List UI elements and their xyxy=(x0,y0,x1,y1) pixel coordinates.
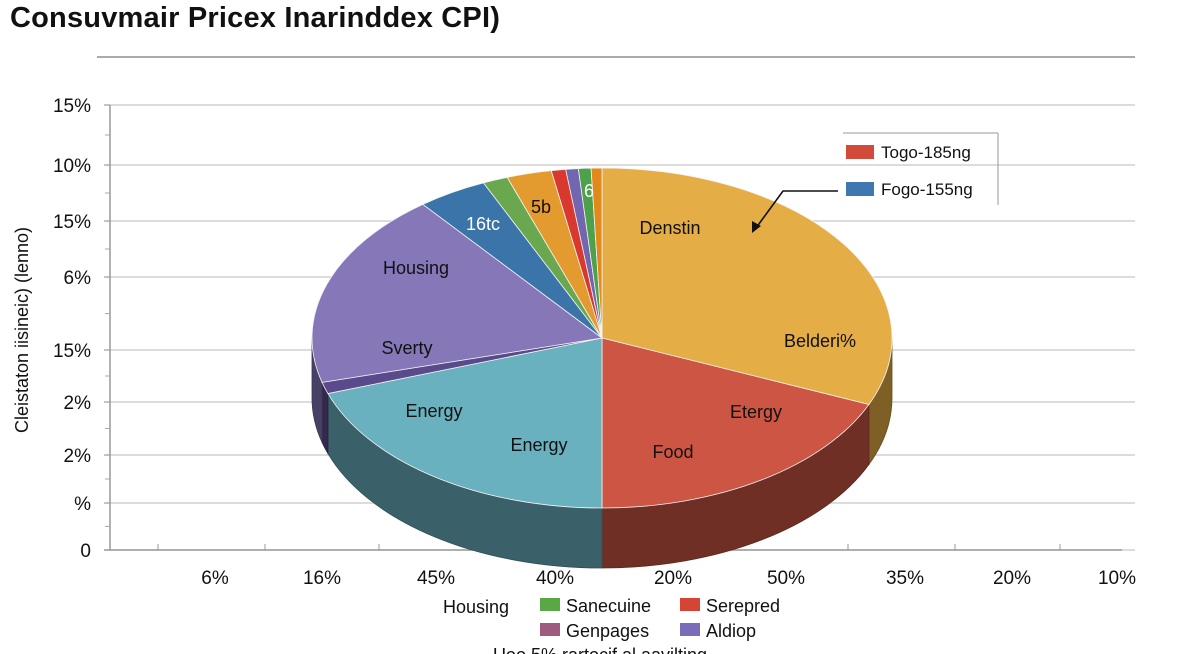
x-tick-label: 20% xyxy=(993,568,1031,589)
pie-slice-side xyxy=(321,382,329,456)
footnote: Uoo 5% rartocif al aavilting xyxy=(493,645,707,654)
slice-label: Sverty xyxy=(381,338,432,358)
pie-slice xyxy=(601,167,893,405)
pie-slice xyxy=(601,337,870,509)
slice-label: 6 xyxy=(584,181,594,201)
x-tick-label: 16% xyxy=(303,568,341,589)
y-tick-label: 2% xyxy=(64,446,92,467)
slice-label: Energy xyxy=(510,435,567,455)
legend-swatch xyxy=(680,598,700,611)
legend-swatch xyxy=(846,145,874,159)
legend-label: Fogo-155ng xyxy=(881,180,973,199)
arrow-head-icon xyxy=(752,221,761,233)
y-tick-label: 0 xyxy=(80,541,91,562)
slice-label: Housing xyxy=(383,258,449,278)
legend-swatch xyxy=(846,182,874,196)
slice-label: Belderi% xyxy=(784,331,856,351)
y-tick-label: 2% xyxy=(64,393,92,414)
x-tick-label: 40% xyxy=(536,568,574,589)
legend-swatch xyxy=(540,598,560,611)
legend-swatch xyxy=(540,623,560,636)
x-tick-label: 6% xyxy=(201,568,229,589)
y-tick-label: 6% xyxy=(64,268,92,289)
slice-label: 5b xyxy=(531,197,551,217)
annotation-arrow xyxy=(755,190,838,229)
slice-label: Denstin xyxy=(639,218,700,238)
legend-label: Aldiop xyxy=(706,621,756,641)
slice-label: Food xyxy=(652,442,693,462)
y-tick-label: 15% xyxy=(53,96,91,117)
chart-title: Consuvmair Pricex Inarinddex CPI) xyxy=(10,2,501,34)
legend-label: Serepred xyxy=(706,596,780,616)
slice-label: Etergy xyxy=(730,402,782,422)
pie-slice xyxy=(327,337,603,509)
x-tick-label: 35% xyxy=(886,568,924,589)
pie-slice xyxy=(311,203,603,383)
pie-slice xyxy=(590,167,603,339)
y-axis-label: Cleistaton iisineic) (lenno) xyxy=(12,227,32,433)
legend-heading: Housing xyxy=(443,597,509,617)
x-tick-label: 45% xyxy=(417,568,455,589)
x-tick-label: 50% xyxy=(767,568,805,589)
legend-label: Togo-185ng xyxy=(881,143,971,162)
y-tick-label: 15% xyxy=(53,341,91,362)
legend-label: Genpages xyxy=(566,621,649,641)
slice-label: 16tc xyxy=(466,214,500,234)
y-tick-label: % xyxy=(74,494,91,515)
slice-label: Energy xyxy=(405,401,462,421)
y-tick-label: 15% xyxy=(53,212,91,233)
x-tick-label: 10% xyxy=(1098,568,1136,589)
legend-label: Sanecuine xyxy=(566,596,651,616)
y-tick-label: 10% xyxy=(53,156,91,177)
legend-swatch xyxy=(680,623,700,636)
x-tick-label: 20% xyxy=(654,568,692,589)
